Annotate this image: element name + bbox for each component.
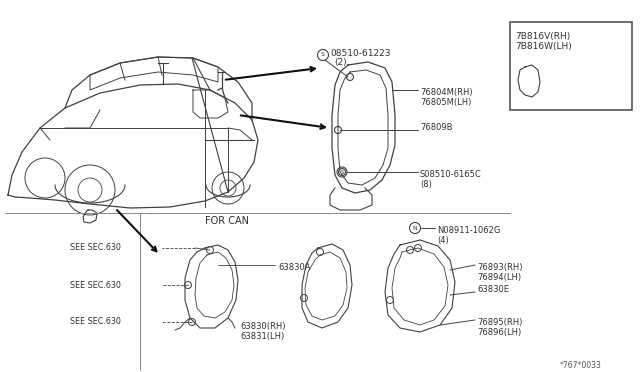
Text: 76804M(RH)
76805M(LH): 76804M(RH) 76805M(LH) bbox=[420, 88, 472, 108]
Text: SEE SEC.630: SEE SEC.630 bbox=[70, 280, 121, 289]
Text: SEE SEC.630: SEE SEC.630 bbox=[70, 317, 121, 327]
Text: S08510-6165C
(8): S08510-6165C (8) bbox=[420, 170, 482, 189]
Text: 63830A: 63830A bbox=[278, 263, 310, 273]
Text: 76809B: 76809B bbox=[420, 124, 452, 132]
Text: FOR CAN: FOR CAN bbox=[205, 216, 249, 226]
Text: N08911-1062G
(4): N08911-1062G (4) bbox=[437, 226, 500, 246]
Text: (2): (2) bbox=[334, 58, 347, 67]
Bar bbox=[510, 22, 632, 110]
Text: 63830(RH)
63831(LH): 63830(RH) 63831(LH) bbox=[240, 322, 285, 341]
Text: 08510-61223: 08510-61223 bbox=[330, 48, 390, 58]
Text: 76893(RH)
76894(LH): 76893(RH) 76894(LH) bbox=[477, 263, 522, 282]
Text: 7B816V(RH)
7B816W(LH): 7B816V(RH) 7B816W(LH) bbox=[515, 32, 572, 51]
Text: N: N bbox=[413, 225, 417, 231]
Text: S: S bbox=[340, 170, 344, 174]
Text: *767*0033: *767*0033 bbox=[560, 360, 602, 369]
Text: 63830E: 63830E bbox=[477, 285, 509, 295]
Text: 76895(RH)
76896(LH): 76895(RH) 76896(LH) bbox=[477, 318, 522, 337]
Text: S: S bbox=[321, 52, 325, 58]
Text: SEE SEC.630: SEE SEC.630 bbox=[70, 244, 121, 253]
